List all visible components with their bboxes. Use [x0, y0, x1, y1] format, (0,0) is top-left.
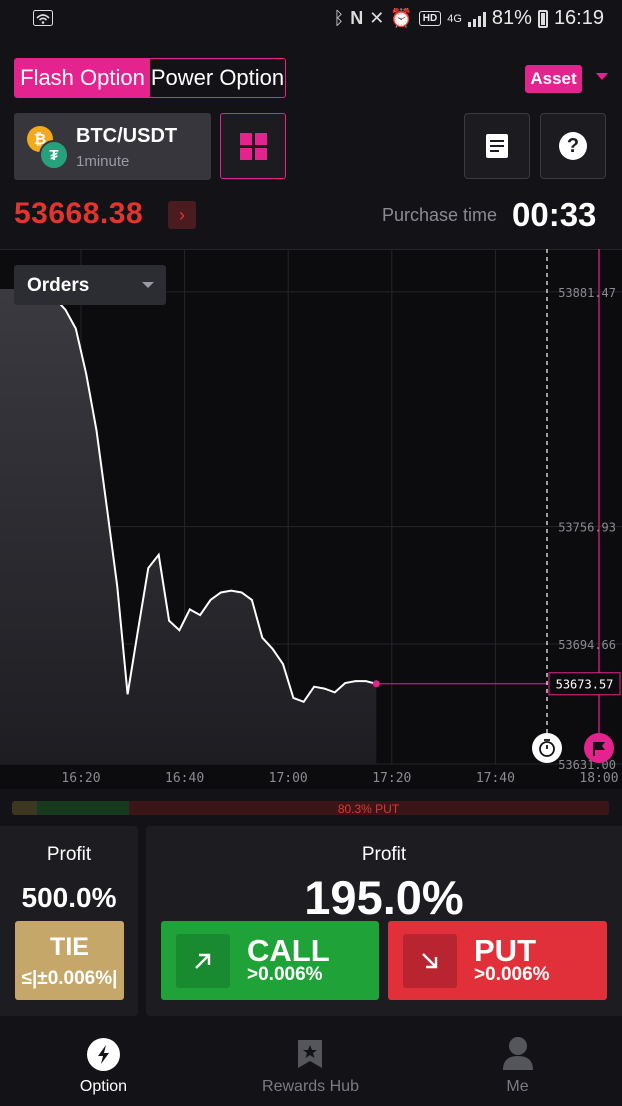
tie-profit-value: 500.0%	[21, 882, 117, 913]
call-button[interactable]: CALL >0.006%	[161, 921, 379, 1000]
x-tick-label: 18:00	[579, 771, 618, 786]
nav-label-me: Me	[506, 1078, 529, 1095]
tether-icon: ₮	[39, 140, 69, 170]
help-icon: ?	[559, 132, 587, 160]
wifi-icon	[33, 10, 53, 26]
put-threshold: >0.006%	[474, 964, 550, 985]
call-threshold: >0.006%	[247, 964, 323, 985]
current-price-dot	[372, 680, 380, 688]
current-value-label: 53673.57	[556, 677, 614, 691]
tie-profit-label: Profit	[46, 844, 92, 865]
chevron-down-icon	[142, 282, 154, 288]
sentiment-label: 80.3% PUT	[337, 802, 400, 816]
chart-canvas[interactable]: 53881.4753756.9353694.6653631.0053673.57…	[0, 249, 622, 789]
network-label: 4G	[447, 12, 462, 25]
price-chart[interactable]: 53881.47 53756.93 53694.66 53631.00 53673.57…	[0, 249, 622, 789]
orders-label: Orders	[27, 275, 90, 296]
price-line	[44, 288, 377, 704]
orders-dropdown[interactable]: Orders	[14, 265, 166, 305]
status-bar: ᛒ N ✕ ⏰ HD 4G 81% 16:19	[0, 0, 622, 40]
asset-button[interactable]: Asset	[525, 65, 582, 93]
hd-badge: HD	[418, 11, 442, 26]
clock: 16:19	[553, 7, 604, 29]
nav-item-option[interactable]: Option	[0, 1016, 207, 1106]
put-label: PUT	[474, 933, 536, 968]
chevron-right-icon: ›	[179, 204, 185, 225]
mute-icon: ✕	[369, 8, 385, 28]
pair-name: BTC/USDT	[76, 125, 178, 147]
sentiment-call-segment	[37, 801, 129, 815]
purchase-time-label: Purchase time	[382, 205, 498, 225]
grid-icon	[240, 133, 252, 145]
x-tick-label: 17:00	[269, 771, 308, 786]
profile-icon	[503, 1037, 533, 1070]
chevron-down-icon[interactable]	[596, 73, 608, 80]
help-button[interactable]: ?	[540, 113, 606, 179]
arrow-down-right-icon	[403, 934, 457, 988]
grid-layout-button[interactable]	[220, 113, 286, 179]
x-tick-label: 16:40	[165, 771, 204, 786]
put-button[interactable]: PUT >0.006%	[388, 921, 607, 1000]
current-value-box	[548, 672, 621, 696]
document-icon	[486, 134, 508, 158]
nav-label-option: Option	[79, 1078, 128, 1095]
y-tick-label: 53881.47	[558, 286, 616, 300]
x-tick-label: 16:20	[61, 771, 100, 786]
x-tick-label: 17:40	[476, 771, 515, 786]
price-detail-button[interactable]: ›	[168, 201, 196, 229]
purchase-countdown: 00:33	[512, 196, 597, 233]
bottom-nav: Option Rewards Hub Me	[0, 1016, 622, 1106]
option-icon	[87, 1038, 120, 1071]
timer-icon-face	[539, 741, 555, 757]
price-area	[0, 289, 377, 764]
y-tick-label: 53694.66	[558, 638, 616, 652]
tie-condition: ≤|±0.006%|	[21, 968, 118, 989]
flag-icon-cloth	[594, 742, 605, 750]
sentiment-tie-segment	[12, 801, 37, 815]
pair-selector[interactable]: ₿ ₮ BTC/USDT 1minute	[14, 113, 211, 180]
y-tick-label: 53756.93	[558, 521, 616, 535]
current-price: 53668.38	[14, 197, 144, 230]
signal-icon	[467, 11, 486, 27]
nav-item-me[interactable]: Me	[414, 1016, 621, 1106]
trade-profit-value: 195.0%	[304, 871, 464, 924]
bluetooth-icon: ᛒ	[333, 8, 345, 28]
call-label: CALL	[247, 933, 330, 968]
nav-label-rewards-hub: Rewards Hub	[262, 1078, 359, 1095]
nav-item-rewards-hub[interactable]: Rewards Hub	[207, 1016, 414, 1106]
tab-power-option[interactable]: Power Option	[150, 65, 285, 90]
battery-icon	[537, 9, 548, 28]
tab-flash-option[interactable]: Flash Option	[15, 59, 150, 97]
trade-profit-label: Profit	[361, 844, 407, 865]
option-mode-tabs: Flash Option Power Option	[14, 58, 286, 98]
alarm-icon: ⏰	[390, 8, 413, 28]
pair-interval: 1minute	[76, 153, 130, 170]
nfc-icon: N	[350, 8, 364, 28]
tie-label: TIE	[50, 933, 89, 961]
battery-percent: 81%	[491, 7, 532, 29]
sentiment-put-segment	[129, 801, 609, 815]
sentiment-bar	[12, 801, 609, 815]
rewards-icon	[298, 1040, 322, 1068]
history-button[interactable]	[464, 113, 530, 179]
arrow-up-right-icon	[176, 934, 230, 988]
x-tick-label: 17:20	[372, 771, 411, 786]
tie-button[interactable]: TIE ≤|±0.006%|	[15, 921, 124, 1000]
